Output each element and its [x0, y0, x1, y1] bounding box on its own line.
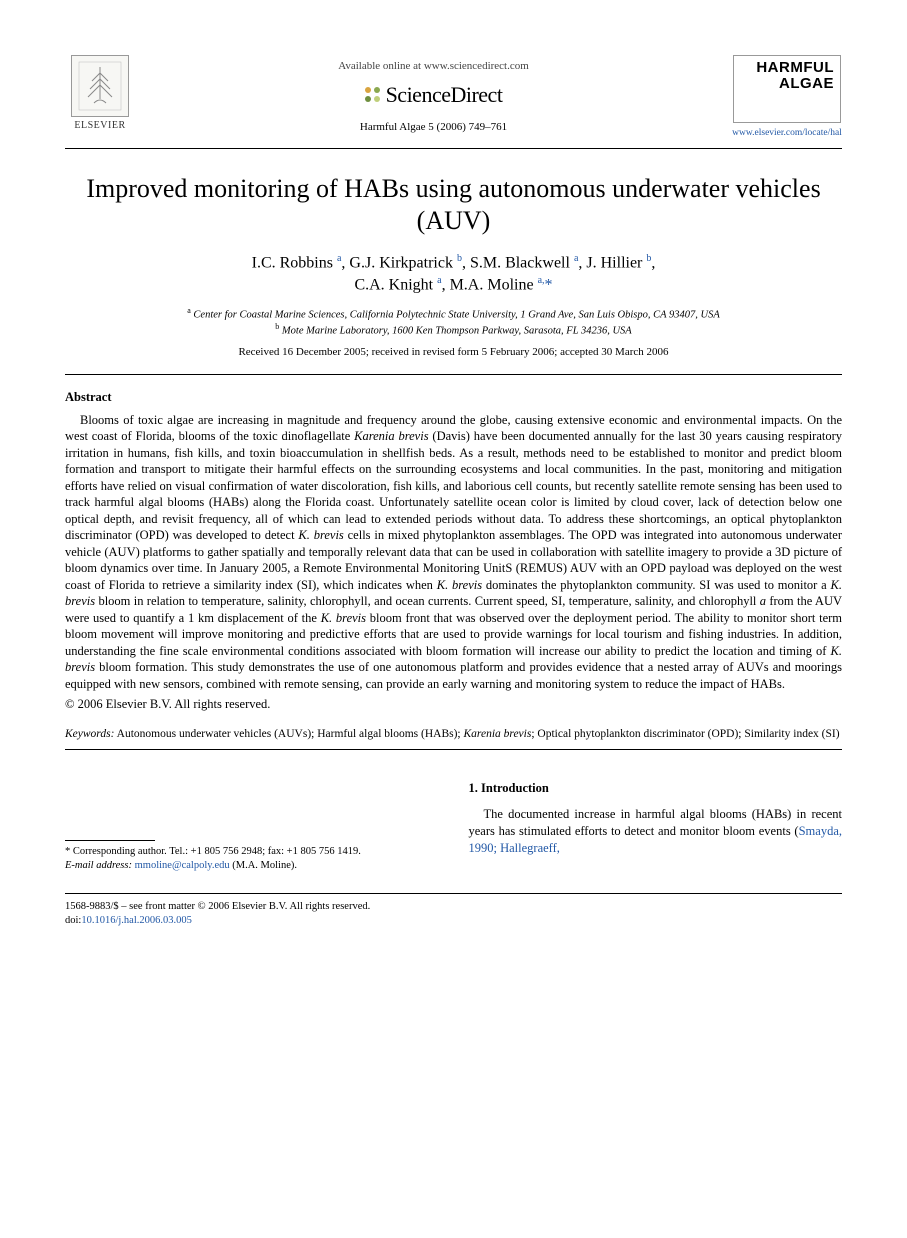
keywords-label: Keywords: — [65, 728, 114, 740]
footnote-rule — [65, 840, 155, 841]
doi-link[interactable]: 10.1016/j.hal.2006.03.005 — [81, 915, 192, 926]
corr-email-line: E-mail address: mmoline@calpoly.edu (M.A… — [65, 859, 439, 873]
center-header: Available online at www.sciencedirect.co… — [135, 55, 732, 134]
abstract-top-rule — [65, 374, 842, 375]
section-1-heading: 1. Introduction — [469, 780, 843, 797]
article-title: Improved monitoring of HABs using autono… — [65, 173, 842, 238]
keywords-block: Keywords: Autonomous underwater vehicles… — [65, 727, 842, 743]
journal-cover: HARMFUL ALGAE — [733, 55, 841, 123]
publisher-logo-block: ELSEVIER — [65, 55, 135, 133]
front-matter-line: 1568-9883/$ – see front matter © 2006 El… — [65, 900, 842, 914]
corr-email-author: (M.A. Moline). — [232, 860, 297, 871]
intro-paragraph: The documented increase in harmful algal… — [469, 806, 843, 857]
journal-cover-block: HARMFUL ALGAE www.elsevier.com/locate/ha… — [732, 55, 842, 140]
abstract-text: Blooms of toxic algae are increasing in … — [65, 412, 842, 693]
sciencedirect-wordmark: ScienceDirect — [386, 80, 503, 110]
affiliation-b: b Mote Marine Laboratory, 1600 Ken Thomp… — [65, 322, 842, 339]
affiliations: a Center for Coastal Marine Sciences, Ca… — [65, 306, 842, 339]
elsevier-wordmark: ELSEVIER — [74, 119, 125, 133]
footer-block: 1568-9883/$ – see front matter © 2006 El… — [65, 900, 842, 928]
corresponding-footnote: * Corresponding author. Tel.: +1 805 756… — [65, 845, 439, 873]
corr-email-link[interactable]: mmoline@calpoly.edu — [135, 860, 230, 871]
copyright-line: © 2006 Elsevier B.V. All rights reserved… — [65, 696, 842, 713]
elsevier-tree-icon — [71, 55, 129, 117]
corr-author-line: * Corresponding author. Tel.: +1 805 756… — [65, 845, 439, 859]
keywords-list: Autonomous underwater vehicles (AUVs); H… — [117, 728, 840, 740]
sciencedirect-logo: ScienceDirect — [365, 80, 503, 110]
right-column: 1. Introduction The documented increase … — [469, 780, 843, 873]
journal-name-line1: HARMFUL — [756, 60, 834, 76]
sd-dot — [365, 96, 371, 102]
article-history: Received 16 December 2005; received in r… — [65, 345, 842, 360]
sd-dot — [374, 87, 380, 93]
footer-rule — [65, 893, 842, 894]
email-label: E-mail address: — [65, 860, 132, 871]
journal-citation: Harmful Algae 5 (2006) 749–761 — [360, 120, 507, 135]
sd-dot — [374, 96, 380, 102]
doi-line: doi:10.1016/j.hal.2006.03.005 — [65, 914, 842, 928]
journal-name-line2: ALGAE — [779, 76, 834, 92]
affiliation-a: a Center for Coastal Marine Sciences, Ca… — [65, 306, 842, 323]
left-column: * Corresponding author. Tel.: +1 805 756… — [65, 780, 439, 873]
abstract-heading: Abstract — [65, 389, 842, 406]
available-online-text: Available online at www.sciencedirect.co… — [338, 59, 529, 74]
sd-dot — [365, 87, 371, 93]
journal-homepage-link[interactable]: www.elsevier.com/locate/hal — [732, 127, 842, 140]
body-columns: * Corresponding author. Tel.: +1 805 756… — [65, 780, 842, 873]
author-list: I.C. Robbins a, G.J. Kirkpatrick b, S.M.… — [65, 252, 842, 296]
keywords-bottom-rule — [65, 749, 842, 750]
header-rule — [65, 148, 842, 149]
header-bar: ELSEVIER Available online at www.science… — [65, 55, 842, 140]
sd-dots-icon — [365, 87, 380, 102]
doi-label: doi: — [65, 915, 81, 926]
